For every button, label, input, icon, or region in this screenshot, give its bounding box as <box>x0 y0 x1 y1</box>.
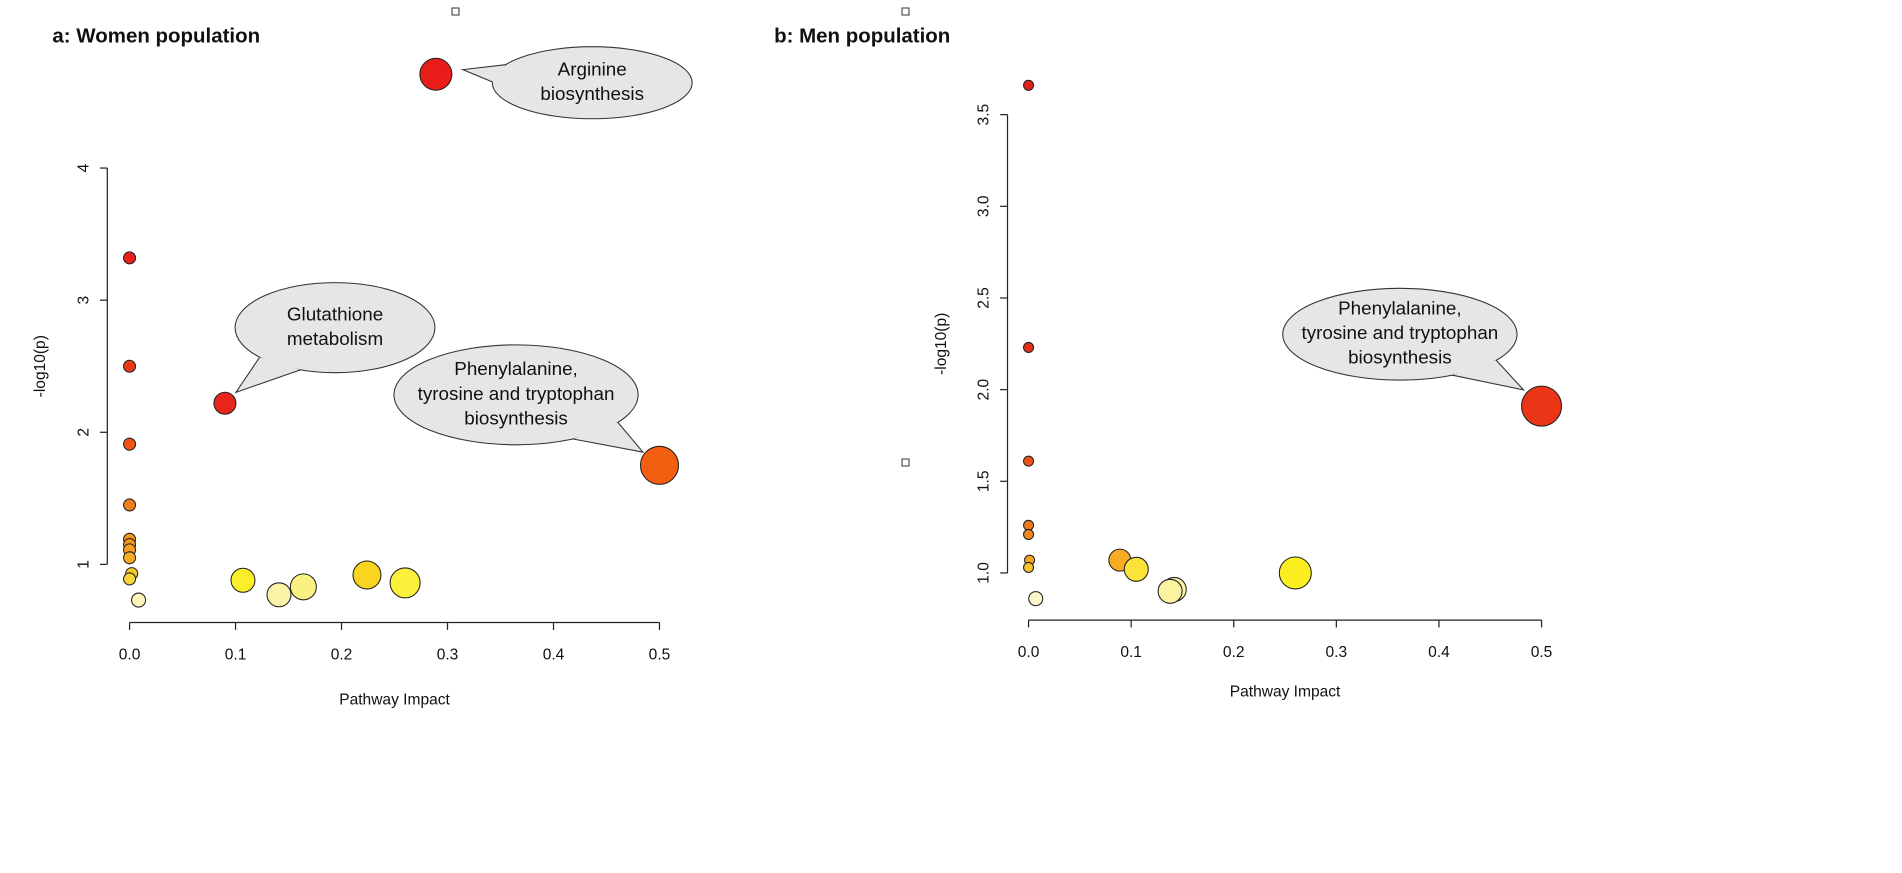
x-tick-label: 0.2 <box>1223 644 1245 661</box>
point <box>1023 341 1035 353</box>
point <box>131 592 147 608</box>
panel: b: Men population 0.0 0.1 0.2 0.3 0.4 0.5 Pathw… <box>774 25 1563 700</box>
x-tick-label: 0.5 <box>1531 644 1553 661</box>
point <box>639 445 680 485</box>
y-tick-label: 2 <box>75 428 92 437</box>
x-tick-label: 0.3 <box>1326 644 1348 661</box>
y-tick-label: 2.0 <box>976 378 993 400</box>
callout-text: biosynthesis <box>540 83 644 104</box>
callout-text: metabolism <box>287 328 383 349</box>
x-tick-label: 0.4 <box>543 646 565 663</box>
point <box>266 582 292 608</box>
y-axis-label: -log10(p) <box>933 313 950 375</box>
callout-text: biosynthesis <box>464 407 568 428</box>
point <box>230 567 256 593</box>
point <box>1123 556 1149 582</box>
chart-title: b: Men population <box>774 25 950 48</box>
x-axis-label: Pathway Impact <box>339 691 450 708</box>
callout-text: Glutathione <box>287 303 383 324</box>
point <box>1521 385 1563 427</box>
point <box>1028 591 1044 607</box>
point <box>123 359 137 373</box>
callout-text: biosynthesis <box>1348 347 1452 368</box>
x-tick-label: 0.4 <box>1428 644 1450 661</box>
callout-text: Arginine <box>558 58 627 79</box>
point <box>1023 528 1035 540</box>
point <box>389 567 421 599</box>
callout-tail <box>572 422 645 453</box>
point <box>213 391 237 415</box>
point <box>1157 578 1183 604</box>
panel: a: Women population 0.0 0.1 0.2 0.3 0.4 0.5 Pat… <box>32 25 693 708</box>
x-tick-label: 0.1 <box>1120 644 1142 661</box>
x-tick-label: 0.5 <box>649 646 671 663</box>
y-tick-label: 4 <box>75 163 92 172</box>
callout-text: Phenylalanine, <box>1338 298 1462 319</box>
y-tick-label: 2.5 <box>976 287 993 309</box>
point <box>1023 455 1035 467</box>
y-tick-label: 1.5 <box>976 470 993 492</box>
x-tick-label: 0.0 <box>1018 644 1040 661</box>
callout-bubble <box>234 282 436 374</box>
x-axis-label: Pathway Impact <box>1230 683 1341 700</box>
x-tick-label: 0.0 <box>119 646 141 663</box>
corner-mark <box>901 458 910 467</box>
point <box>419 57 453 91</box>
callout-tail <box>1452 359 1526 391</box>
y-tick-label: 3.0 <box>976 195 993 217</box>
callout-text: tyrosine and tryptophan <box>1301 322 1498 343</box>
x-tick-label: 0.1 <box>225 646 247 663</box>
point <box>123 251 137 265</box>
callout-text: tyrosine and tryptophan <box>418 383 615 404</box>
point <box>1023 79 1035 91</box>
y-tick-label: 3.5 <box>976 104 993 126</box>
y-tick-label: 1 <box>75 560 92 569</box>
point <box>352 560 382 590</box>
callout-bubble <box>491 46 693 120</box>
chart-title: a: Women population <box>52 25 260 48</box>
corner-mark <box>901 7 910 16</box>
y-axis-label: -log10(p) <box>32 335 49 397</box>
callout-text: Phenylalanine, <box>454 358 578 379</box>
y-tick-label: 1.0 <box>976 562 993 584</box>
callout-bubble <box>1282 287 1518 381</box>
point <box>1023 519 1035 531</box>
y-tick-label: 3 <box>75 296 92 305</box>
callout-tail <box>460 64 506 83</box>
point <box>123 572 137 586</box>
x-tick-label: 0.2 <box>331 646 353 663</box>
corner-mark <box>451 7 460 16</box>
x-tick-label: 0.3 <box>437 646 459 663</box>
point <box>1023 561 1035 573</box>
point <box>289 573 317 601</box>
point <box>123 551 137 565</box>
point <box>123 437 137 451</box>
callout-bubble <box>393 344 639 446</box>
point <box>1278 556 1312 590</box>
callout-tail <box>234 356 301 394</box>
point <box>123 498 137 512</box>
